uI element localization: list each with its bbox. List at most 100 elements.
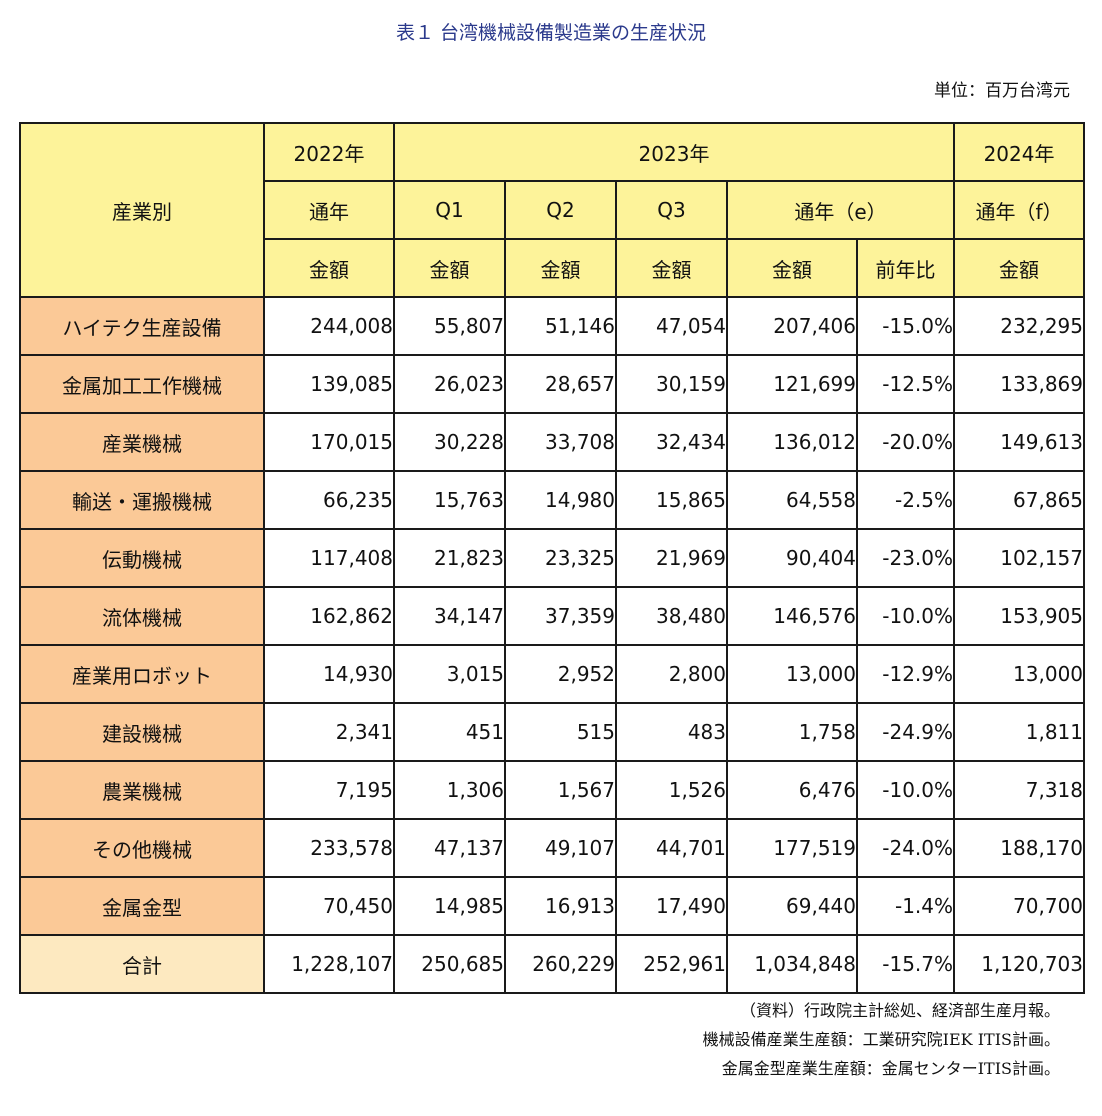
total-row: 合計 1,228,107 250,685 260,229 252,961 1,034,84… [19, 934, 1086, 994]
value-yoy: -10.0% [855, 586, 956, 646]
table-row: 金属加工工作機械 139,085 26,023 28,657 30,159 121,699… [19, 354, 1086, 414]
value-2023: 146,576 [726, 586, 858, 646]
value-q3: 2,800 [615, 644, 728, 704]
industry-name: 輸送・運搬機械 [19, 470, 265, 530]
source-note: （資料）行政院主計総処、経済部生産月報。 [739, 1001, 1060, 1020]
table-row: 産業用ロボット 14,930 3,015 2,952 2,800 13,000 -12.9%… [19, 644, 1086, 704]
value-q2: 23,325 [504, 528, 617, 588]
value-q1: 30,228 [393, 412, 506, 472]
value-q3: 47,054 [615, 296, 728, 356]
value-yoy: -2.5% [855, 470, 956, 530]
value-q2: 515 [504, 702, 617, 762]
header-year-2023: 2023年 [392, 122, 956, 182]
header-year-2022: 2022年 [263, 122, 395, 182]
value-q2: 2,952 [504, 644, 617, 704]
industry-name: 流体機械 [19, 586, 265, 646]
value-yoy: -12.9% [855, 644, 956, 704]
value-2022: 7,195 [263, 760, 395, 820]
value-2023: 90,404 [726, 528, 858, 588]
value-q3: 252,961 [615, 934, 728, 994]
value-yoy: -15.7% [855, 934, 956, 994]
value-2022: 139,085 [263, 354, 395, 414]
value-yoy: -23.0% [855, 528, 956, 588]
production-table: 産業別 2022年 2023年 2024年 通年 Q1 Q2 Q3 通年（e） … [19, 122, 1086, 994]
value-yoy: -20.0% [855, 412, 956, 472]
value-q1: 451 [393, 702, 506, 762]
table-row: その他機械 233,578 47,137 49,107 44,701 177,519 -24… [19, 818, 1086, 878]
header-year-2024: 2024年 [953, 122, 1086, 182]
value-2023: 6,476 [726, 760, 858, 820]
value-2022: 244,008 [263, 296, 395, 356]
value-2022: 70,450 [263, 876, 395, 936]
header-yoy: 前年比 [855, 238, 956, 298]
header-amount: 金額 [726, 238, 858, 298]
value-yoy: -15.0% [855, 296, 956, 356]
value-q1: 1,306 [393, 760, 506, 820]
industry-name: 農業機械 [19, 760, 265, 820]
value-yoy: -24.0% [855, 818, 956, 878]
header-q2: Q2 [504, 180, 617, 240]
header-amount: 金額 [504, 238, 617, 298]
table-row: 農業機械 7,195 1,306 1,567 1,526 6,476 -10.0% 7,318 [19, 760, 1086, 820]
value-2024: 1,811 [953, 702, 1086, 762]
value-q2: 1,567 [504, 760, 617, 820]
value-yoy: -1.4% [855, 876, 956, 936]
table-row: 伝動機械 117,408 21,823 23,325 21,969 90,404 -23.0… [19, 528, 1086, 588]
value-2022: 66,235 [263, 470, 395, 530]
value-q3: 32,434 [615, 412, 728, 472]
value-2023: 69,440 [726, 876, 858, 936]
value-2024: 188,170 [953, 818, 1086, 878]
table-row: 流体機械 162,862 34,147 37,359 38,480 146,576 -10.… [19, 586, 1086, 646]
header-q1: Q1 [393, 180, 506, 240]
value-2024: 70,700 [953, 876, 1086, 936]
industry-name: 産業用ロボット [19, 644, 265, 704]
value-q1: 14,985 [393, 876, 506, 936]
value-2023: 13,000 [726, 644, 858, 704]
header-full-year-2022: 通年 [263, 180, 395, 240]
header-full-year-forecast: 通年（f） [953, 180, 1086, 240]
header-full-year-estimate: 通年（e） [725, 180, 956, 240]
value-q3: 21,969 [615, 528, 728, 588]
header-amount: 金額 [953, 238, 1086, 298]
industry-name: 伝動機械 [19, 528, 265, 588]
value-2024: 133,869 [953, 354, 1086, 414]
value-q1: 26,023 [393, 354, 506, 414]
industry-name: その他機械 [19, 818, 265, 878]
value-2022: 162,862 [263, 586, 395, 646]
value-2024: 13,000 [953, 644, 1086, 704]
industry-name: ハイテク生産設備 [19, 296, 265, 356]
value-q1: 47,137 [393, 818, 506, 878]
value-yoy: -10.0% [855, 760, 956, 820]
value-q1: 3,015 [393, 644, 506, 704]
value-2022: 14,930 [263, 644, 395, 704]
value-2023: 207,406 [726, 296, 858, 356]
value-q1: 34,147 [393, 586, 506, 646]
value-q1: 15,763 [393, 470, 506, 530]
table-row: 金属金型 70,450 14,985 16,913 17,490 69,440 -1.4% 7… [19, 876, 1086, 936]
value-q3: 483 [615, 702, 728, 762]
value-q3: 17,490 [615, 876, 728, 936]
value-2024: 7,318 [953, 760, 1086, 820]
value-q3: 44,701 [615, 818, 728, 878]
value-2023: 136,012 [726, 412, 858, 472]
value-q1: 21,823 [393, 528, 506, 588]
value-2023: 1,034,848 [726, 934, 858, 994]
value-2024: 149,613 [953, 412, 1086, 472]
value-2023: 1,758 [726, 702, 858, 762]
value-q1: 250,685 [393, 934, 506, 994]
value-2024: 153,905 [953, 586, 1086, 646]
header-category: 産業別 [19, 122, 265, 298]
table-body: ハイテク生産設備 244,008 55,807 51,146 47,054 207,406… [19, 296, 1086, 994]
value-q2: 14,980 [504, 470, 617, 530]
header-amount: 金額 [263, 238, 395, 298]
value-2022: 1,228,107 [263, 934, 395, 994]
header-amount: 金額 [615, 238, 728, 298]
value-2024: 67,865 [953, 470, 1086, 530]
value-q3: 15,865 [615, 470, 728, 530]
unit-label: 単位：百万台湾元 [934, 81, 1070, 101]
value-2024: 232,295 [953, 296, 1086, 356]
value-2022: 170,015 [263, 412, 395, 472]
source-note: 金属金型産業生産額：金属センターITIS計画。 [721, 1059, 1060, 1078]
value-q2: 49,107 [504, 818, 617, 878]
value-2022: 117,408 [263, 528, 395, 588]
